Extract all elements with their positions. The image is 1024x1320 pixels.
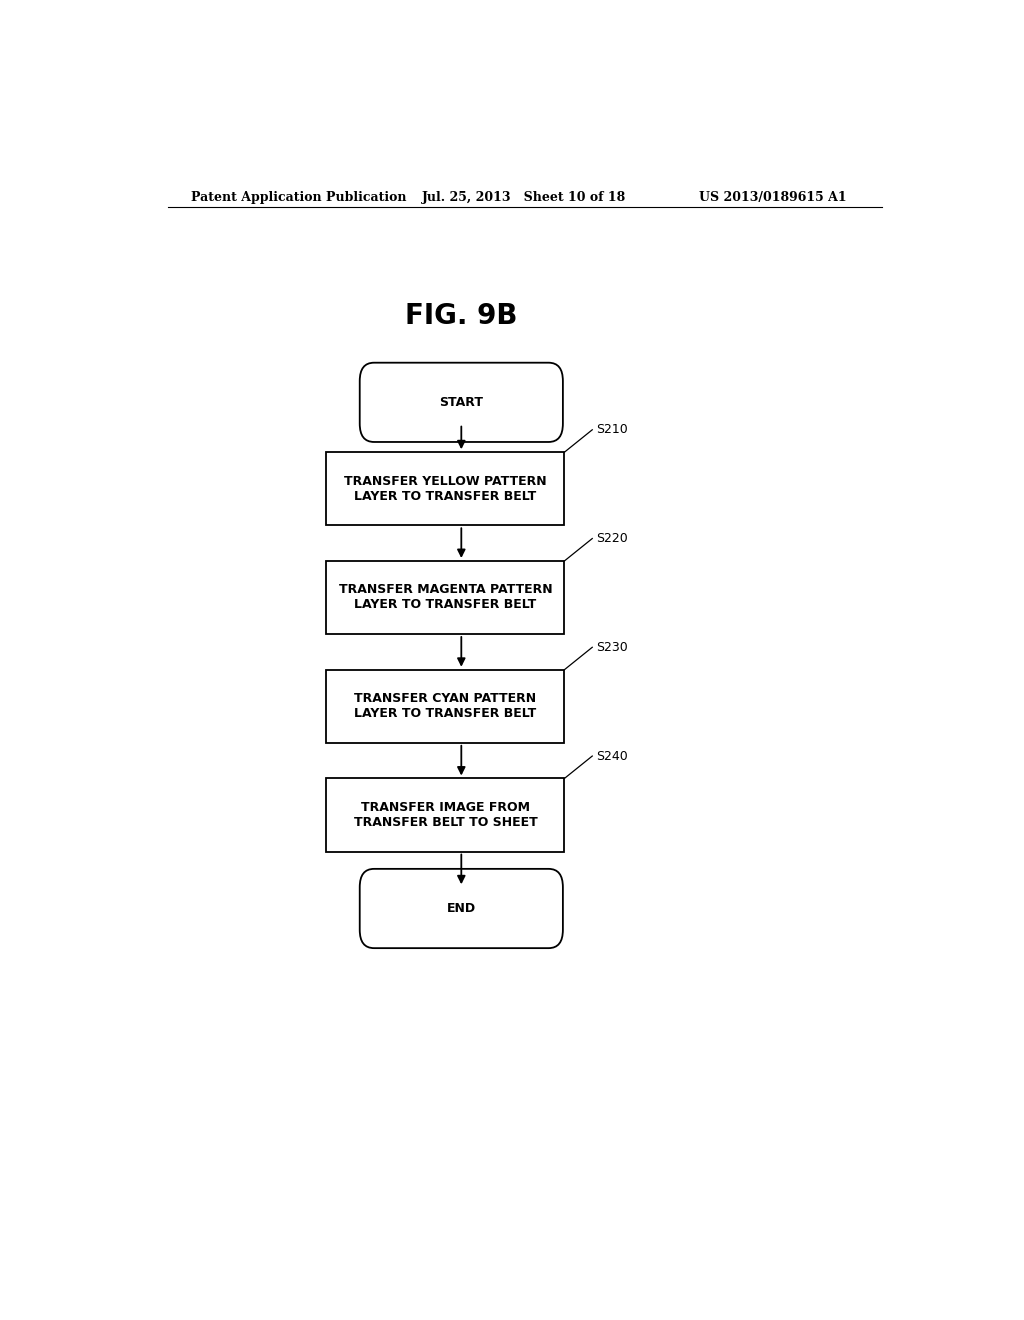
FancyBboxPatch shape <box>359 363 563 442</box>
Bar <box>327 779 564 851</box>
Text: TRANSFER MAGENTA PATTERN
LAYER TO TRANSFER BELT: TRANSFER MAGENTA PATTERN LAYER TO TRANSF… <box>339 583 552 611</box>
Bar <box>327 669 564 743</box>
Bar <box>327 561 564 634</box>
Text: END: END <box>446 902 476 915</box>
FancyBboxPatch shape <box>359 869 563 948</box>
Text: TRANSFER IMAGE FROM
TRANSFER BELT TO SHEET: TRANSFER IMAGE FROM TRANSFER BELT TO SHE… <box>353 801 538 829</box>
Bar <box>327 453 564 525</box>
Text: TRANSFER CYAN PATTERN
LAYER TO TRANSFER BELT: TRANSFER CYAN PATTERN LAYER TO TRANSFER … <box>354 692 537 721</box>
Text: TRANSFER YELLOW PATTERN
LAYER TO TRANSFER BELT: TRANSFER YELLOW PATTERN LAYER TO TRANSFE… <box>344 475 547 503</box>
Text: S210: S210 <box>596 424 628 437</box>
Text: S220: S220 <box>596 532 628 545</box>
Text: S240: S240 <box>596 750 628 763</box>
Text: FIG. 9B: FIG. 9B <box>406 302 517 330</box>
Text: Jul. 25, 2013   Sheet 10 of 18: Jul. 25, 2013 Sheet 10 of 18 <box>422 190 626 203</box>
Text: Patent Application Publication: Patent Application Publication <box>191 190 407 203</box>
Text: S230: S230 <box>596 640 628 653</box>
Text: US 2013/0189615 A1: US 2013/0189615 A1 <box>699 190 847 203</box>
Text: START: START <box>439 396 483 409</box>
